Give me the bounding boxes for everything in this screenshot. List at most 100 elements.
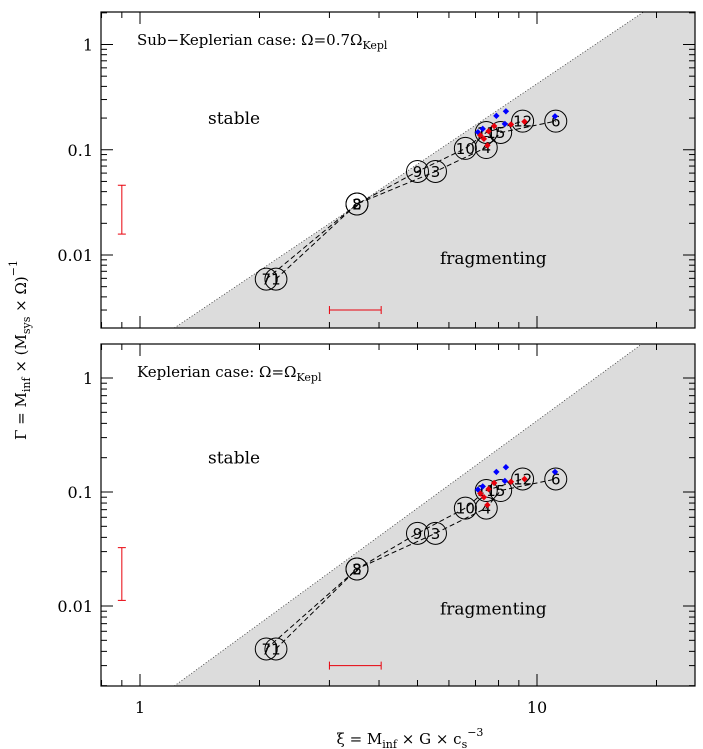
data-point: 6 bbox=[544, 109, 568, 133]
data-point-label: 2 bbox=[352, 561, 362, 579]
top-panel: 1 0.1 0.01 Sub−Keplerian case: Ω=0.7ΩKepl st… bbox=[57, 11, 696, 329]
data-point-label: 10 bbox=[456, 140, 475, 158]
data-point-label: 3 bbox=[431, 163, 441, 181]
data-point: 8 bbox=[345, 557, 369, 581]
data-point-label: 7 bbox=[261, 271, 271, 289]
data-point: 3 bbox=[423, 159, 447, 183]
data-point-label: 4 bbox=[481, 139, 491, 157]
red-diamond bbox=[507, 121, 515, 128]
data-point: 6 bbox=[544, 467, 568, 491]
data-point-label: 1 bbox=[271, 640, 281, 658]
panel-title-main: Keplerian case: Ω=Ω bbox=[137, 363, 296, 381]
y-tick-label: 0.01 bbox=[57, 246, 93, 265]
data-point-label: 9 bbox=[413, 525, 423, 543]
blue-diamond bbox=[493, 468, 500, 476]
blue-diamond bbox=[502, 464, 510, 471]
blue-diamond bbox=[502, 108, 510, 115]
dashed-track bbox=[265, 120, 523, 280]
data-point-circle bbox=[474, 136, 498, 160]
y-tick-label: 0.01 bbox=[57, 597, 93, 616]
data-point-label: 3 bbox=[431, 525, 441, 543]
red-diamond bbox=[480, 135, 488, 143]
data-point-circle bbox=[345, 557, 369, 581]
data-point-circle bbox=[544, 109, 568, 133]
plot-frame bbox=[100, 11, 696, 329]
vertical-error-bar bbox=[117, 547, 126, 601]
blue-diamond bbox=[479, 125, 486, 133]
plot-frame bbox=[100, 343, 696, 687]
stability-boundary bbox=[174, 12, 644, 328]
data-point: 4 bbox=[474, 136, 498, 160]
blue-diamond bbox=[501, 477, 509, 485]
blue-diamond bbox=[501, 120, 509, 128]
data-point: 10 bbox=[453, 136, 477, 160]
vertical-error-bar bbox=[117, 184, 126, 235]
data-point-circle bbox=[423, 521, 447, 545]
data-point-circle bbox=[511, 467, 535, 491]
data-point-circle bbox=[264, 637, 288, 661]
red-diamond bbox=[484, 142, 491, 149]
data-point-label: 8 bbox=[352, 196, 362, 214]
data-point-circle bbox=[264, 267, 288, 291]
stable-label: stable bbox=[208, 109, 260, 129]
data-point-label: 9 bbox=[413, 163, 423, 181]
data-point: 7 bbox=[254, 637, 278, 661]
panel-title: Keplerian case: Ω=ΩKepl bbox=[137, 363, 322, 384]
blue-diamond bbox=[551, 113, 559, 120]
data-point-circle bbox=[254, 267, 278, 291]
data-point-circle bbox=[511, 109, 535, 133]
fragmenting-region bbox=[174, 12, 695, 328]
data-point-circle bbox=[453, 136, 477, 160]
data-point-label: 2 bbox=[352, 196, 362, 214]
data-point-label: 6 bbox=[551, 471, 561, 489]
horizontal-error-bar bbox=[328, 306, 382, 315]
dashed-track bbox=[275, 478, 556, 650]
data-point-circle bbox=[405, 521, 429, 545]
panel-title-subscript: Kepl bbox=[362, 39, 387, 52]
x-tick-label: 1 bbox=[135, 698, 145, 717]
blue-diamond bbox=[479, 483, 486, 490]
data-point-label: 7 bbox=[261, 640, 271, 658]
data-point-circle bbox=[345, 192, 369, 216]
data-point: 1 bbox=[264, 267, 288, 291]
data-point: 7 bbox=[254, 267, 278, 291]
red-diamond bbox=[477, 132, 484, 139]
red-diamond bbox=[477, 490, 484, 497]
data-point: 8 bbox=[345, 192, 369, 216]
panel-title-subscript: Kepl bbox=[296, 371, 321, 384]
data-point-label: 5 bbox=[496, 124, 506, 142]
blue-diamond bbox=[551, 468, 559, 476]
data-point-label: 5 bbox=[496, 482, 506, 500]
fragmenting-region bbox=[174, 344, 695, 686]
dashed-track bbox=[265, 478, 523, 650]
data-point: 3 bbox=[423, 521, 447, 545]
red-diamond bbox=[485, 128, 492, 135]
data-point-circle bbox=[405, 159, 429, 183]
x-tick-label: 10 bbox=[527, 698, 547, 717]
x-axis-label: ξ = Minf × G × cs−3 bbox=[337, 726, 484, 749]
plot-area bbox=[174, 344, 695, 686]
data-point-label: 6 bbox=[551, 113, 561, 131]
data-point-circle bbox=[423, 159, 447, 183]
y-tick-label: 0.1 bbox=[68, 141, 93, 160]
red-diamond bbox=[480, 494, 488, 501]
data-point: 9 bbox=[405, 521, 429, 545]
bottom-panel: 1 0.1 0.01 1 10 Keplerian case: Ω=ΩKepl stable… bbox=[57, 343, 696, 717]
red-diamond bbox=[490, 479, 498, 487]
red-diamond bbox=[484, 501, 491, 509]
red-diamond bbox=[490, 122, 498, 130]
data-point: 9 bbox=[405, 159, 429, 183]
blue-diamond bbox=[493, 112, 500, 120]
data-point-circle bbox=[254, 637, 278, 661]
data-point: 1 bbox=[264, 637, 288, 661]
fragmenting-label: fragmenting bbox=[440, 249, 547, 269]
y-tick-label: 1 bbox=[83, 369, 93, 388]
red-diamond bbox=[507, 478, 515, 485]
dashed-track bbox=[275, 120, 556, 280]
data-point-label: 10 bbox=[456, 500, 475, 518]
data-point-circle bbox=[474, 479, 498, 503]
plot-area bbox=[174, 12, 695, 328]
horizontal-error-bar bbox=[328, 661, 382, 670]
data-point-circle bbox=[544, 467, 568, 491]
